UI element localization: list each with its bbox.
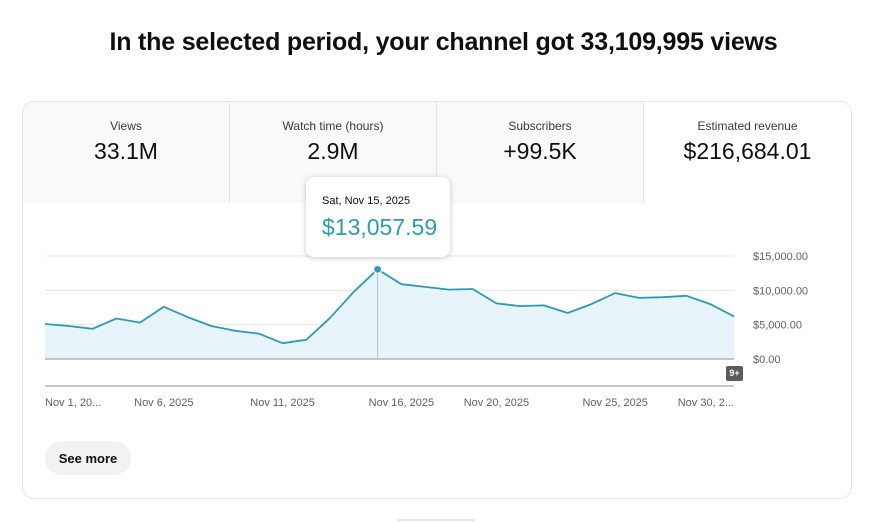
- x-tick-label: Nov 20, 2025: [464, 397, 529, 409]
- x-tick-label: Nov 11, 2025: [250, 397, 315, 409]
- hover-point: [373, 264, 383, 274]
- tooltip-value: $13,057.59: [322, 214, 438, 240]
- chart-series-line: [44, 268, 735, 345]
- metric-value: $216,684.01: [683, 138, 812, 164]
- metric-label: Views: [110, 119, 142, 133]
- x-tick-label: Nov 25, 2025: [582, 397, 647, 409]
- x-tick-label: Nov 16, 2025: [369, 397, 434, 409]
- more-annotations-badge[interactable]: 9+: [726, 366, 743, 381]
- x-tick-label: Nov 30, 2...: [678, 397, 734, 409]
- metric-value: 33.1M: [94, 138, 158, 164]
- metric-tile-revenue[interactable]: Estimated revenue $216,684.01: [644, 102, 851, 203]
- y-tick-label: $5,000.00: [753, 320, 802, 332]
- y-tick-label: $0.00: [753, 354, 781, 366]
- page-headline: In the selected period, your channel got…: [109, 28, 778, 56]
- metric-label: Subscribers: [508, 119, 572, 133]
- y-tick-label: $10,000.00: [753, 285, 808, 297]
- x-tick-label: Nov 1, 20...: [45, 397, 101, 409]
- metric-tile-subscribers[interactable]: Subscribers +99.5K: [437, 102, 644, 203]
- scroll-indicator: [397, 519, 475, 521]
- chart-tooltip: Sat, Nov 15, 2025 $13,057.59: [306, 177, 450, 257]
- metric-label: Watch time (hours): [282, 119, 384, 133]
- chart-area-fill: [45, 269, 734, 359]
- x-tick-label: Nov 6, 2025: [134, 397, 193, 409]
- metric-tile-views[interactable]: Views 33.1M: [23, 102, 230, 203]
- metric-value: 2.9M: [307, 138, 359, 164]
- see-more-button[interactable]: See more: [45, 441, 131, 475]
- y-tick-label: $15,000.00: [753, 251, 808, 263]
- tooltip-date: Sat, Nov 15, 2025: [322, 195, 411, 207]
- metric-value: +99.5K: [503, 138, 577, 164]
- metric-tiles: Views 33.1M Watch time (hours) 2.9M Subs…: [23, 102, 851, 203]
- metric-label: Estimated revenue: [697, 119, 798, 133]
